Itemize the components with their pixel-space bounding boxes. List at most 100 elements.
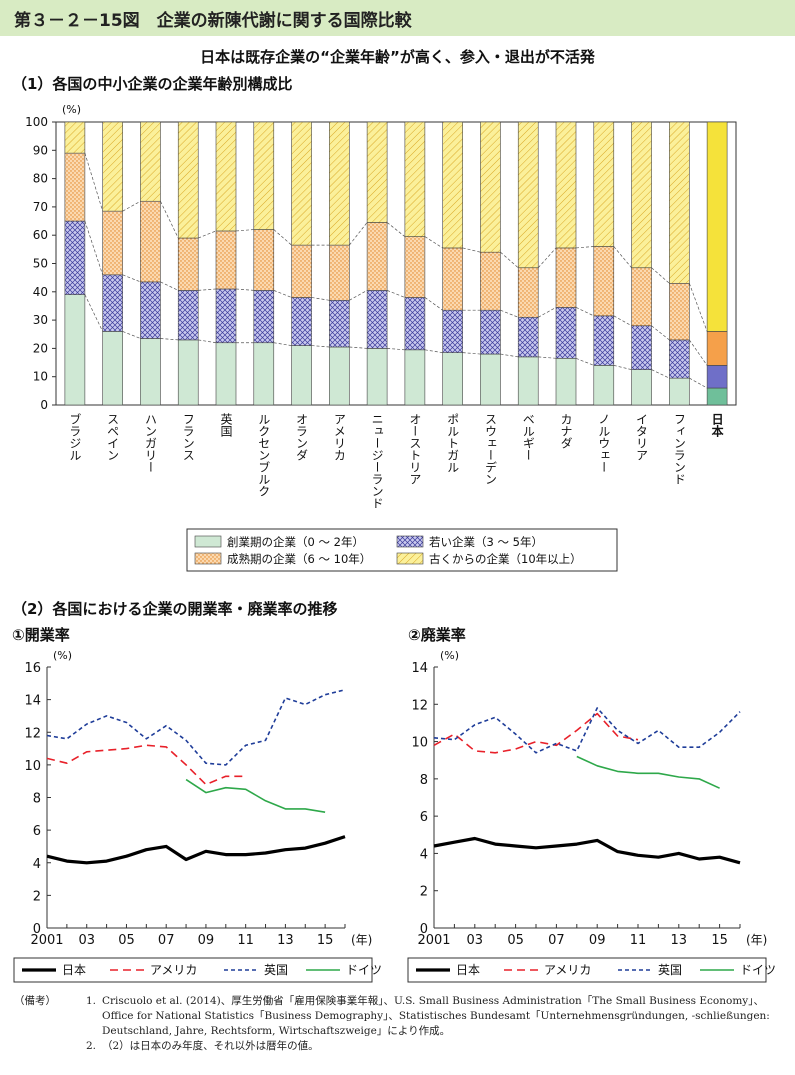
bar-category-label: カナダ [559,413,573,449]
bar-category-label: ブラジル [68,412,82,461]
bar-segment-mature [480,251,501,311]
line-y-tick-label: 0 [33,922,41,937]
bar-category-label: フィンランド [672,413,686,485]
line-series-germany [576,755,720,789]
bar-connector-line [575,246,594,249]
line-y-axis-unit: (%) [53,649,72,662]
bar-connector-line [235,229,254,232]
bar-segment-startup [215,342,237,406]
bar-segment-old [253,121,275,230]
bar-connector-line [311,345,330,348]
note-head: （備考） [14,995,56,1007]
bar-segment-young [669,339,690,379]
bar-segment-startup [366,348,388,406]
bar-connector-line [235,288,254,291]
bar-segment-old [291,121,312,246]
bar-segment-old [669,121,690,284]
line-y-tick-label: 8 [420,773,428,788]
bar-segment-mature [102,210,123,276]
line-y-tick-label: 14 [411,661,428,676]
bar-segment-young [593,315,615,366]
line-legend-label: アメリカ [544,963,591,977]
bar-segment-mature [64,152,86,222]
bar-category-label: ポルトガル [446,413,460,473]
bar-segment-mature [517,267,539,318]
bar-y-tick-label: 0 [40,398,48,412]
bar-connector-line [424,297,443,311]
figure-header: 第３－２－15図 企業の新陳代謝に関する国際比較 [0,0,795,36]
bar-category-label: オランダ [295,413,309,461]
bar-connector-line [500,353,519,358]
bar-segment-young [517,316,539,358]
bar-segment-old [517,121,539,269]
bar-segment-old [366,121,388,223]
bar-segment-startup [631,369,652,406]
line-chart-title: ①開業率 [12,626,70,644]
bar-segment-mature [631,267,652,327]
note-number: 1. [85,995,96,1007]
bar-segment-mature [215,230,237,290]
line-x-tick-label: 05 [118,933,135,948]
line-x-tick-label: 15 [711,933,728,948]
bar-connector-line [349,346,368,349]
line-series-japan [433,836,741,865]
bar-segment-young [404,297,426,351]
bar-segment-startup [480,353,501,406]
bar-connector-line [538,356,557,359]
bar-category-label: ルクセンブルク [257,413,271,497]
bar-segment-young [102,274,123,332]
line-y-tick-label: 16 [24,661,41,676]
bar-segment-old [480,121,501,253]
bar-segment-mature [706,331,728,366]
bar-connector-line [198,288,217,291]
bar-segment-old [442,121,463,249]
bar-segment-mature [593,246,615,317]
line-legend-label: 英国 [264,963,288,977]
bar-connector-line [613,365,632,370]
bar-segment-old [102,121,123,212]
note-head [14,1039,74,1054]
bar-connector-line [122,331,141,339]
line-y-axis-unit: (%) [440,649,459,662]
bar-connector-line [311,297,330,301]
bar-segment-young [329,299,350,348]
line-legend-label: 英国 [658,963,682,977]
note-2: 2. （2）は日本のみ年度、それ以外は暦年の値。 [14,1039,784,1054]
bar-segment-young [706,365,728,389]
bar-segment-old [140,121,161,202]
bar-category-label: 英国 [219,413,233,437]
bar-segment-mature [291,244,312,298]
line-chart-title: ②廃業率 [408,626,466,644]
line-x-tick-label: 2001 [417,933,450,948]
bar-segment-young [480,309,501,355]
line-x-tick-label: 13 [277,933,294,948]
bar-connector-line [386,222,406,237]
line-legend-label: アメリカ [150,963,197,977]
line-y-tick-label: 14 [24,694,41,709]
bar-segment-startup [177,339,199,406]
bar-segment-old [555,121,577,249]
bar-segment-startup [404,349,426,406]
bar-legend-swatch [396,535,424,548]
bar-category-label: オーストリア [408,413,422,485]
bar-segment-startup [102,331,123,406]
bar-segment-young [253,290,275,344]
figure-title: 第３－２－15図 企業の新陳代謝に関する国際比較 [14,11,412,31]
line-x-tick-label: 15 [317,933,334,948]
line-x-axis-unit: (年) [746,933,767,947]
bar-segment-old [631,121,652,269]
bar-category-label: イタリア [635,413,649,461]
bar-connector-line [424,236,443,249]
line-series-germany [185,778,326,813]
bar-connector-line [160,201,179,239]
bar-segment-mature [366,222,388,291]
bar-segment-young [442,309,463,353]
bar-legend-swatch [396,552,424,565]
bar-segment-startup [291,345,312,406]
bar-segment-young [555,307,577,359]
line-legend-label: 日本 [456,963,480,977]
bar-connector-line [651,325,670,341]
bar-y-tick-label: 60 [33,228,48,242]
bar-segment-mature [669,283,690,341]
